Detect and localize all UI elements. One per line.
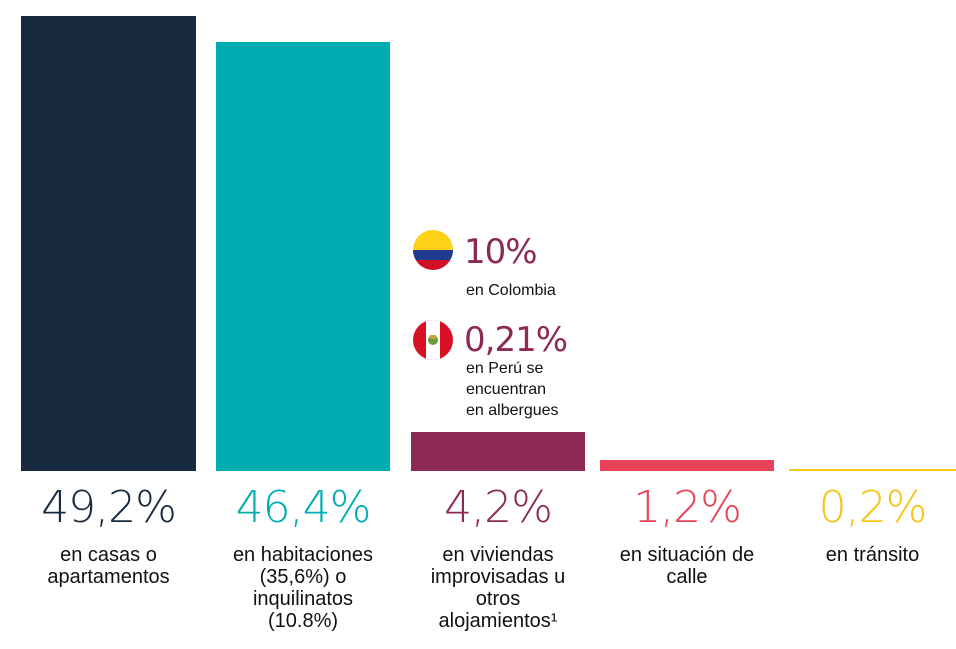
bar xyxy=(789,469,956,471)
annotation-value: 10% xyxy=(464,232,538,272)
bar xyxy=(411,432,585,471)
flag-colombia xyxy=(413,230,453,270)
annotation-text: en Colombia xyxy=(466,282,556,299)
value-label: 49,2% xyxy=(41,482,177,533)
bar xyxy=(600,459,774,471)
category-label: en tránsito xyxy=(825,544,920,566)
category-label: en casas o apartamentos xyxy=(47,544,170,588)
category-label: en habitaciones (35,6%) o inquilinatos (… xyxy=(232,544,374,632)
value-label: 4,2% xyxy=(444,482,553,533)
value-label: 1,2% xyxy=(633,482,742,533)
category-label: en viviendas improvisadas u otros alojam… xyxy=(430,544,566,632)
bar xyxy=(21,16,196,471)
value-label: 0,2% xyxy=(818,482,928,533)
category-label: en situación de calle xyxy=(619,544,755,588)
bar xyxy=(216,41,390,471)
flag-peru xyxy=(413,320,453,360)
annotation-value: 0,21% xyxy=(464,320,568,360)
value-label: 46,4% xyxy=(235,482,372,533)
annotation-text: en Perú se encuentran en albergues xyxy=(466,360,559,419)
